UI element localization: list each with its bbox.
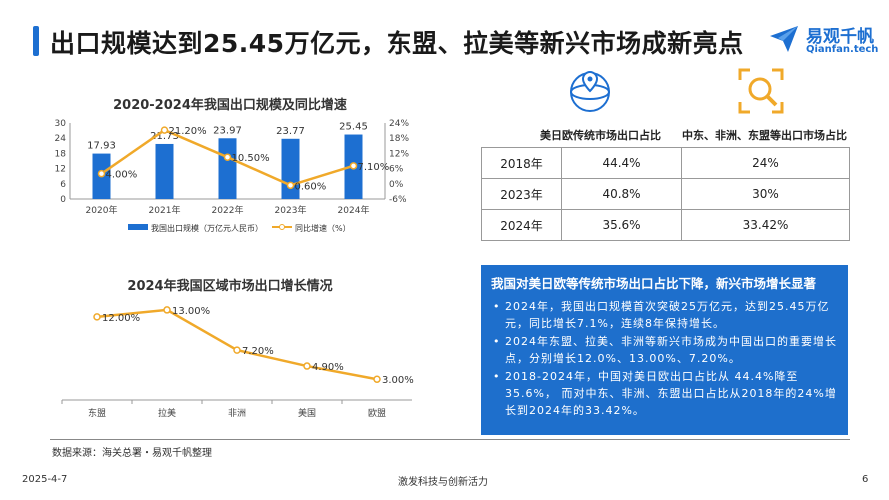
- y-right-tick-label: 6%: [389, 165, 404, 175]
- growth-data-label: 3.00%: [382, 375, 414, 386]
- growth-point: [233, 346, 241, 354]
- table-cell: 33.42%: [681, 209, 850, 241]
- footer-divider: [50, 439, 850, 440]
- growth-point: [349, 162, 358, 170]
- globe-pin-icon: [570, 70, 610, 112]
- y-left-tick-label: 30: [55, 119, 67, 129]
- table-cell: 30%: [681, 178, 850, 210]
- x-tick-label: 2020年: [86, 204, 118, 216]
- y-right-tick-label: 0%: [389, 180, 404, 190]
- page-title: 出口规模达到25.45万亿元，东盟、拉美等新兴市场成新亮点: [50, 29, 744, 58]
- x-tick-label: 2022年: [212, 204, 244, 216]
- growth-point: [223, 153, 232, 161]
- table-cell: 44.4%: [561, 147, 682, 179]
- logo: 易观千帆 Qianfan.tech: [768, 22, 878, 62]
- footer-slogan: 激发科技与创新活力: [398, 477, 488, 488]
- export-scale-chart: 0 6 12 18 24 30 -6% 0% 6% 12% 18% 24% 17.93 2020年 21.7…: [55, 119, 410, 233]
- region-growth-chart: 东盟 拉美 非洲 美国 欧盟 12.00% 13.00% 7.20% 4.90% 3.00%: [61, 306, 414, 419]
- x-tick-label: 2021年: [149, 204, 181, 216]
- bar: [218, 138, 237, 199]
- bar-data-label: 17.93: [87, 141, 116, 152]
- x-tick-label: 东盟: [88, 407, 106, 419]
- x-tick-label: 拉美: [158, 407, 176, 419]
- legend-line-label: 同比增速（%）: [295, 223, 351, 233]
- data-source: 数据来源：海关总署・易观千帆整理: [52, 448, 212, 459]
- table-row: 2018年 44.4% 24%: [481, 147, 850, 179]
- growth-point: [373, 375, 381, 383]
- y-left-tick-label: 12: [55, 165, 66, 175]
- y-left-tick-label: 0: [60, 195, 66, 205]
- x-tick-label: 美国: [298, 407, 316, 419]
- share-table: 2018年 44.4% 24% 2023年 40.8% 30% 2024年 35.6% 33.4…: [481, 147, 850, 241]
- bar-data-label: 23.77: [276, 126, 305, 137]
- growth-data-label: 7.20%: [242, 346, 274, 357]
- table-row: 2023年 40.8% 30%: [481, 178, 850, 210]
- chart1-title: 2020-2024年我国出口规模及同比增速: [113, 98, 347, 113]
- table-cell: 2018年: [481, 147, 562, 179]
- bar-data-label: 21.73: [150, 131, 179, 142]
- y-right-tick-label: 12%: [389, 149, 409, 159]
- growth-point: [303, 362, 311, 370]
- x-tick-label: 非洲: [228, 407, 246, 419]
- search-frame-icon: [738, 68, 784, 114]
- summary-bullet: 2018-2024年，中国对美日欧出口占比从 44.4%降至35.6%， 而对中…: [491, 368, 838, 419]
- page-number: 6: [862, 474, 869, 485]
- growth-data-label: 12.00%: [102, 313, 140, 324]
- x-tick-label: 2024年: [338, 204, 370, 216]
- table-cell: 24%: [681, 147, 850, 179]
- chart2-title: 2024年我国区域市场出口增长情况: [127, 279, 333, 294]
- growth-data-label: 13.00%: [172, 306, 210, 317]
- y-left-tick-label: 6: [60, 180, 66, 190]
- legend-line-marker: [279, 224, 285, 230]
- growth-data-label: 0.60%: [295, 181, 327, 192]
- summary-bullet: 2024年，我国出口规模首次突破25万亿元，达到25.45万亿元，同比增长7.1…: [491, 298, 838, 332]
- table-cell: 40.8%: [561, 178, 682, 210]
- growth-point: [163, 306, 171, 314]
- table-cell: 2023年: [481, 178, 562, 210]
- x-tick-label: 欧盟: [368, 407, 386, 419]
- table-cell: 2024年: [481, 209, 562, 241]
- logo-en: Qianfan.tech: [806, 44, 879, 55]
- growth-point: [97, 169, 106, 178]
- bar-data-label: 25.45: [339, 122, 368, 133]
- bar-data-label: 23.97: [213, 125, 242, 136]
- y-right-tick-label: 24%: [389, 119, 409, 129]
- footer-date: 2025-4-7: [22, 474, 68, 485]
- summary-title: 我国对美日欧等传统市场出口占比下降，新兴市场增长显著: [491, 276, 817, 291]
- x-tick-label: 2023年: [275, 204, 307, 216]
- growth-data-label: 7.10%: [358, 162, 390, 173]
- growth-point: [93, 313, 101, 321]
- legend-bar-label: 我国出口规模（万亿元人民币）: [151, 223, 263, 233]
- growth-point: [286, 181, 295, 190]
- growth-data-label: 10.50%: [232, 153, 270, 164]
- table-header-emerging: 中东、非洲、东盟等出口市场占比: [682, 129, 847, 142]
- table-cell: 35.6%: [561, 209, 682, 241]
- logo-bird-icon: [770, 26, 798, 52]
- title-accent-bar: [33, 26, 39, 56]
- y-left-tick-label: 18: [55, 149, 67, 159]
- growth-data-label: 4.90%: [312, 362, 344, 373]
- summary-bullet: 2024年东盟、拉美、非洲等新兴市场成为中国出口的重要增长点，分别增长12.0%…: [491, 333, 838, 367]
- growth-data-label: 4.00%: [106, 170, 138, 181]
- bar: [155, 143, 174, 199]
- y-left-tick-label: 24: [55, 134, 67, 144]
- summary-box: 我国对美日欧等传统市场出口占比下降，新兴市场增长显著 2024年，我国出口规模首…: [481, 265, 848, 435]
- y-right-tick-label: -6%: [389, 195, 407, 205]
- table-row: 2024年 35.6% 33.42%: [481, 209, 850, 241]
- logo-cn: 易观千帆: [806, 27, 874, 47]
- growth-point: [160, 126, 169, 134]
- table-header-traditional: 美日欧传统市场出口占比: [540, 129, 661, 142]
- growth-data-label: 21.20%: [169, 126, 207, 137]
- y-right-tick-label: 18%: [389, 134, 409, 144]
- legend-bar-swatch: [128, 224, 148, 230]
